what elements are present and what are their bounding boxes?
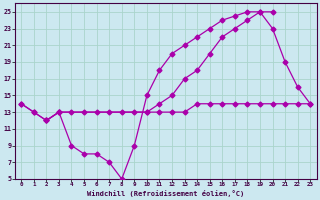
X-axis label: Windchill (Refroidissement éolien,°C): Windchill (Refroidissement éolien,°C) <box>87 190 244 197</box>
